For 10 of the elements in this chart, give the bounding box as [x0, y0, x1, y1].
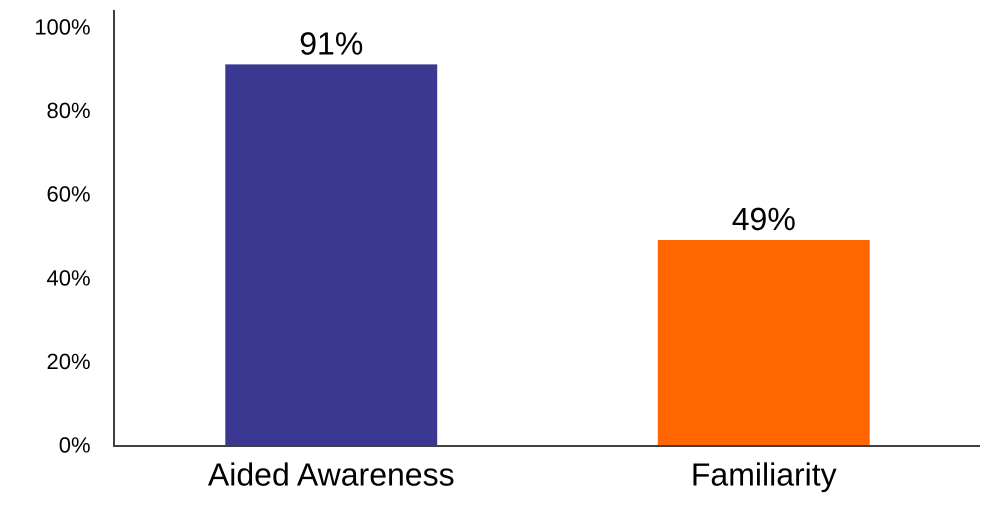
- y-tick-label: 80%: [46, 98, 91, 124]
- y-tick-label: 0%: [58, 432, 91, 458]
- y-tick-label: 20%: [46, 349, 91, 374]
- y-tick-label: 40%: [46, 265, 91, 290]
- x-tick-label: Aided Awareness: [208, 456, 455, 492]
- data-label: 49%: [732, 201, 796, 238]
- x-tick-label: Familiarity: [690, 456, 837, 492]
- y-tick-label: 100%: [34, 14, 91, 40]
- y-tick-label: 60%: [46, 182, 91, 207]
- data-label: 91%: [299, 25, 364, 62]
